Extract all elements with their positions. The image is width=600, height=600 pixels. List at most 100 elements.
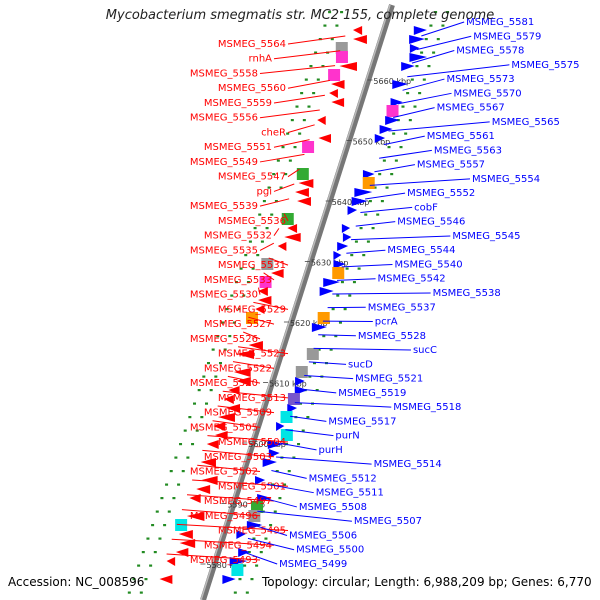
right-strand-gene-block — [362, 177, 375, 189]
right-strand-gene — [390, 98, 403, 107]
left-strand-gene — [159, 575, 173, 584]
right-gene-label: MSMEG_5518 — [393, 402, 461, 413]
left-gene-connector — [273, 94, 325, 104]
right-gene-label: cobF — [414, 202, 438, 213]
right-strand-gene — [374, 134, 386, 143]
ruler-dot — [174, 456, 178, 459]
left-strand-gene — [331, 80, 345, 89]
right-gene-label: pcrA — [375, 317, 398, 328]
right-gene-label: MSMEG_5512 — [309, 473, 377, 484]
right-gene-label: MSMEG_5563 — [434, 145, 502, 156]
ruler-dot — [181, 470, 185, 473]
right-gene-connector — [351, 235, 451, 241]
left-strand-gene — [186, 512, 205, 521]
right-gene-label: MSMEG_5570 — [454, 88, 522, 99]
ruler-dot — [283, 483, 287, 486]
ruler-dot — [308, 375, 312, 378]
left-gene-connector — [253, 301, 289, 310]
right-gene-label: MSMEG_5578 — [456, 46, 524, 57]
ruler-dot — [288, 159, 292, 162]
left-gene-label: MSMEG_5549 — [190, 157, 258, 168]
left-strand-gene — [189, 494, 201, 503]
right-gene-label: MSMEG_5561 — [427, 131, 495, 142]
ruler-dot — [253, 227, 257, 230]
ruler-dot — [394, 159, 398, 162]
ruler-dot — [169, 470, 173, 473]
ruler-dot — [300, 92, 304, 95]
ruler-dot — [404, 132, 408, 135]
right-gene-connector — [243, 551, 278, 565]
right-gene-label: MSMEG_5544 — [387, 245, 455, 256]
left-strand-gene — [196, 485, 211, 494]
left-gene-label: MSMEG_5503 — [204, 452, 272, 463]
left-gene-label: MSMEG_5509 — [204, 408, 272, 419]
ruler-dot — [352, 281, 356, 284]
right-gene-connector — [346, 249, 386, 254]
ruler-dot — [206, 362, 210, 365]
left-gene-label: MSMEG_5523 — [218, 349, 286, 360]
ruler-dot — [259, 551, 263, 554]
ruler-dot — [239, 267, 243, 270]
left-strand-gene — [200, 458, 216, 467]
left-gene-label: MSMEG_5535 — [190, 245, 258, 256]
left-strand-gene-block — [328, 69, 341, 81]
left-gene-connector — [273, 228, 280, 236]
ruler-dot — [220, 321, 224, 324]
ruler-dot — [331, 308, 335, 311]
ruler-dot — [321, 65, 325, 68]
left-gene-label: MSMEG_5530 — [190, 290, 258, 301]
ruler-dot — [179, 443, 183, 446]
left-gene-connector — [287, 35, 346, 45]
right-gene-connector — [280, 442, 317, 451]
left-strand-gene-block — [281, 213, 294, 225]
right-strand-gene — [409, 44, 420, 53]
right-gene-connector — [374, 164, 416, 173]
ruler-dot — [244, 254, 248, 257]
ruler-dot — [195, 429, 199, 432]
left-gene-connector — [176, 523, 289, 532]
ruler-dot — [297, 443, 301, 446]
right-gene-connector — [271, 470, 307, 479]
ruler-dot — [343, 308, 347, 311]
right-gene-label: MSMEG_5517 — [328, 416, 396, 427]
right-gene-label: MSMEG_5557 — [417, 160, 485, 171]
left-gene-connector — [273, 183, 295, 192]
left-gene-connector — [197, 464, 261, 473]
left-strand-gene — [352, 26, 363, 35]
ruler-dot — [413, 105, 417, 108]
ruler-dot — [267, 186, 271, 189]
left-strand-gene — [178, 530, 193, 539]
ruler-dot — [188, 416, 192, 419]
left-strand-gene — [298, 179, 314, 188]
left-strand-gene-block — [296, 168, 309, 180]
ruler-dot — [132, 578, 136, 581]
left-strand-gene — [339, 62, 357, 71]
right-gene-label: MSMEG_5542 — [378, 274, 446, 285]
ruler-dot — [387, 146, 391, 149]
left-gene-label: MSMEG_5539 — [190, 201, 258, 212]
left-strand-gene-block — [261, 258, 274, 270]
ruler-dot — [392, 132, 396, 135]
ruler-dot — [295, 105, 299, 108]
left-gene-connector — [283, 213, 289, 222]
right-strand-gene — [347, 206, 358, 215]
right-gene-connector — [402, 78, 445, 91]
ruler-dot — [237, 308, 241, 311]
right-gene-connector — [299, 388, 337, 394]
ruler-dot — [323, 24, 327, 27]
right-strand-gene — [392, 80, 409, 89]
ruler-dot — [366, 240, 370, 243]
ruler-dot — [340, 281, 344, 284]
ruler-dot — [205, 402, 209, 405]
ruler-dot — [276, 159, 280, 162]
right-strand-gene — [254, 476, 266, 485]
ruler-dot — [209, 389, 213, 392]
ruler-dot — [359, 227, 363, 230]
right-gene-label: MSMEG_5508 — [299, 502, 367, 513]
ruler-dot — [228, 335, 232, 338]
ruler-dot — [373, 186, 377, 189]
left-gene-connector — [217, 405, 275, 414]
ruler-dot — [165, 483, 169, 486]
right-strand-gene — [268, 449, 280, 458]
ruler-dot — [422, 78, 426, 81]
